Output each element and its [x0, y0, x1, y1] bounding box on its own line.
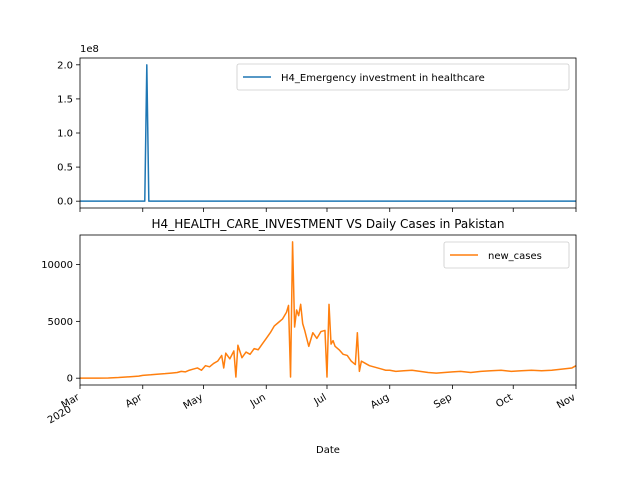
top-subplot: 0.0 0.5 1.0 1.5 2.0 1e8 H4_Emergency investm…: [57, 44, 577, 212]
top-series-line-0: [80, 64, 576, 202]
bottom-axes-frame: [79, 234, 577, 386]
top-axes-frame: [79, 57, 577, 209]
bottom-y-ticks: 0 5000 10000: [41, 260, 80, 385]
top-legend-label: H4_Emergency investment in healthcare: [281, 73, 485, 84]
bottom-legend: new_cases: [443, 241, 570, 269]
bottom-chart-title: H4_HEALTH_CARE_INVESTMENT VS Daily Cases…: [152, 217, 505, 231]
bottom-y-tick-label: 5000: [48, 317, 73, 328]
top-y-tick-label: 1.5: [57, 94, 73, 105]
top-series-lines: [80, 64, 576, 202]
bottom-subplot: H4_HEALTH_CARE_INVESTMENT VS Daily Cases…: [41, 217, 577, 456]
top-legend: H4_Emergency investment in healthcare: [236, 63, 570, 91]
bottom-series-line-0: [79, 241, 577, 379]
bottom-y-tick-label: 0: [67, 374, 73, 385]
x-axis-label: Date: [316, 445, 340, 456]
bottom-y-tick-label: 10000: [41, 260, 73, 271]
top-offset-label: 1e8: [80, 44, 99, 55]
bottom-legend-label: new_cases: [488, 251, 542, 262]
top-y-ticks: 0.0 0.5 1.0 1.5 2.0: [57, 60, 577, 212]
bottom-legend-box: [443, 241, 570, 269]
top-y-tick-label: 1.0: [57, 129, 73, 140]
bottom-series-lines: [79, 241, 577, 379]
top-legend-box: [236, 63, 570, 91]
top-y-tick-label: 0.0: [57, 197, 73, 208]
top-y-tick-label: 0.5: [57, 163, 73, 174]
top-y-tick-label: 2.0: [57, 60, 73, 71]
